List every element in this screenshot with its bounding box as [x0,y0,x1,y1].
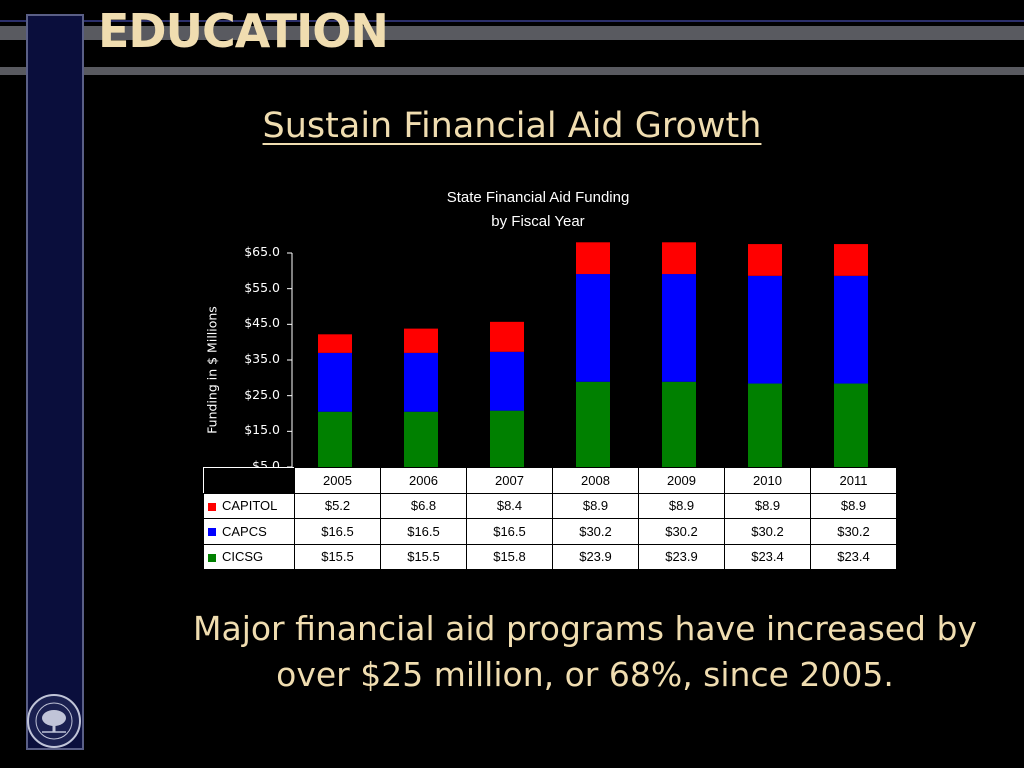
header-thin-band [0,20,1024,22]
caption-line-1: Major financial aid programs have increa… [193,609,977,648]
bar-capcs-2009 [662,274,696,382]
table-cell: $30.2 [552,518,639,545]
legend-label-cicsg: CICSG [222,549,264,565]
legend-swatch-cicsg [208,553,216,562]
y-tick-label: $15.0 [244,422,280,438]
legend-capcs: CAPCS [203,518,295,545]
bar-capcs-2008 [576,274,610,382]
table-corner [203,467,295,493]
legend-label-capitol: CAPITOL [222,498,278,514]
header-band-top [0,26,1024,40]
left-decorative-bar [26,14,84,750]
table-cell: $16.5 [380,518,467,545]
bar-capitol-2010 [748,244,782,276]
tree-icon [35,702,73,740]
table-cell: $23.4 [810,543,897,570]
table-cell: $16.5 [294,518,381,545]
table-cell: $23.4 [724,543,811,570]
bar-capitol-2009 [662,242,696,275]
legend-label-capcs: CAPCS [222,523,267,539]
y-tick-label: $45.0 [244,315,280,331]
table-cell: $16.5 [466,518,553,545]
table-year-2008: 2008 [552,467,639,494]
table-cell: $15.5 [294,543,381,570]
y-tick-label: $65.0 [244,244,280,259]
bar-capcs-2010 [748,275,782,384]
bar-cicsg-2009 [662,381,696,467]
table-year-2009: 2009 [638,467,725,494]
legend-cicsg: CICSG [203,543,295,570]
legend-swatch-capitol [208,502,216,511]
table-year-2010: 2010 [724,467,811,494]
chart-data-table: 2005 2006 2007 2008 2009 2010 2011 CAPIT… [203,467,897,570]
table-row-capcs: CAPCS $16.5 $16.5 $16.5 $30.2 $30.2 $30.… [203,518,897,545]
table-cell: $30.2 [724,518,811,545]
table-header-row: 2005 2006 2007 2008 2009 2010 2011 [203,467,897,494]
bar-capcs-2011 [834,275,868,384]
page-title: EDUCATION [98,4,389,58]
header-band-bottom [0,67,1024,75]
table-row-cicsg: CICSG $15.5 $15.5 $15.8 $23.9 $23.9 $23.… [203,543,897,570]
bar-cicsg-2007 [490,410,524,467]
bar-cicsg-2008 [576,381,610,467]
bar-capcs-2006 [404,352,438,412]
y-tick-label: $55.0 [244,279,280,295]
bar-capitol-2005 [318,334,352,353]
bar-cicsg-2006 [404,411,438,467]
table-year-2006: 2006 [380,467,467,494]
table-cell: $6.8 [380,492,467,519]
bar-capitol-2011 [834,244,868,276]
table-cell: $8.9 [724,492,811,519]
legend-capitol: CAPITOL [203,492,295,519]
slide-caption: Major financial aid programs have increa… [150,606,1020,698]
table-row-capitol: CAPITOL $5.2 $6.8 $8.4 $8.9 $8.9 $8.9 $8… [203,492,897,519]
table-cell: $8.9 [638,492,725,519]
bar-capitol-2007 [490,321,524,352]
bar-cicsg-2005 [318,411,352,467]
table-cell: $8.9 [810,492,897,519]
chart-title-line1: State Financial Aid Funding [446,189,630,206]
state-seal-logo [27,694,81,748]
slide-subtitle: Sustain Financial Aid Growth [262,106,762,146]
chart-title-line2: by Fiscal Year [491,213,585,230]
table-year-2005: 2005 [294,467,381,494]
table-cell: $15.5 [380,543,467,570]
table-cell: $8.9 [552,492,639,519]
table-year-2007: 2007 [466,467,553,494]
table-cell: $15.8 [466,543,553,570]
y-tick-label: $35.0 [244,351,280,366]
bar-capcs-2007 [490,351,524,411]
bar-cicsg-2010 [748,383,782,467]
bar-capitol-2008 [576,242,610,275]
table-cell: $30.2 [810,518,897,545]
table-cell: $23.9 [552,543,639,570]
table-cell: $8.4 [466,492,553,519]
y-tick-label: $25.0 [244,386,280,402]
chart-title: State Financial Aid Funding by Fiscal Ye… [0,186,1024,234]
bar-cicsg-2011 [834,383,868,467]
table-cell: $30.2 [638,518,725,545]
bar-capitol-2006 [404,328,438,353]
legend-swatch-capcs [208,528,216,537]
table-year-2011: 2011 [810,467,897,494]
bar-capcs-2005 [318,352,352,412]
caption-line-2: over $25 million, or 68%, since 2005. [276,655,894,694]
table-cell: $23.9 [638,543,725,570]
table-cell: $5.2 [294,492,381,519]
